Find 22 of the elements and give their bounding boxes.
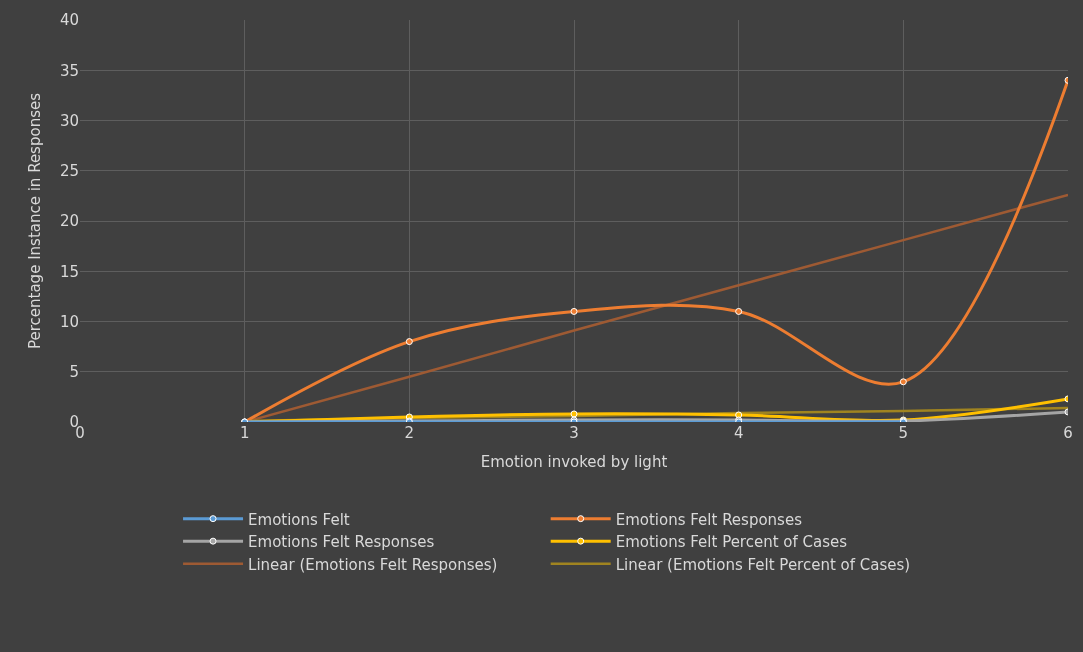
legend-label: Emotions Felt Responses [248, 533, 435, 551]
x-tick-label: 5 [898, 424, 909, 442]
y-tick-label: 10 [59, 312, 79, 331]
y-tick-label: 25 [59, 162, 79, 180]
x-tick-label: 4 [733, 424, 744, 442]
legend-label: Linear (Emotions Felt Percent of Cases) [615, 555, 911, 574]
legend-label: Emotions Felt Responses [615, 510, 803, 529]
y-tick-label: 15 [59, 262, 79, 281]
legend-label: Emotions Felt Percent of Cases [615, 533, 848, 551]
x-tick-label: 6 [1063, 424, 1073, 442]
y-tick-label: 40 [59, 11, 79, 30]
x-axis-title: Emotion invoked by light [480, 453, 668, 471]
y-tick-label: 5 [69, 363, 79, 381]
y-tick-label: 35 [59, 61, 79, 80]
x-tick-label: 1 [239, 424, 250, 442]
y-axis-title: Percentage Instance in Responses [26, 92, 45, 350]
y-tick-label: 30 [59, 111, 79, 130]
legend-label: Emotions Felt [248, 510, 350, 529]
y-tick-label: 20 [59, 212, 79, 231]
x-tick-label: 3 [569, 424, 579, 442]
x-tick-label: 2 [404, 424, 415, 442]
legend-label: Linear (Emotions Felt Responses) [248, 555, 498, 574]
